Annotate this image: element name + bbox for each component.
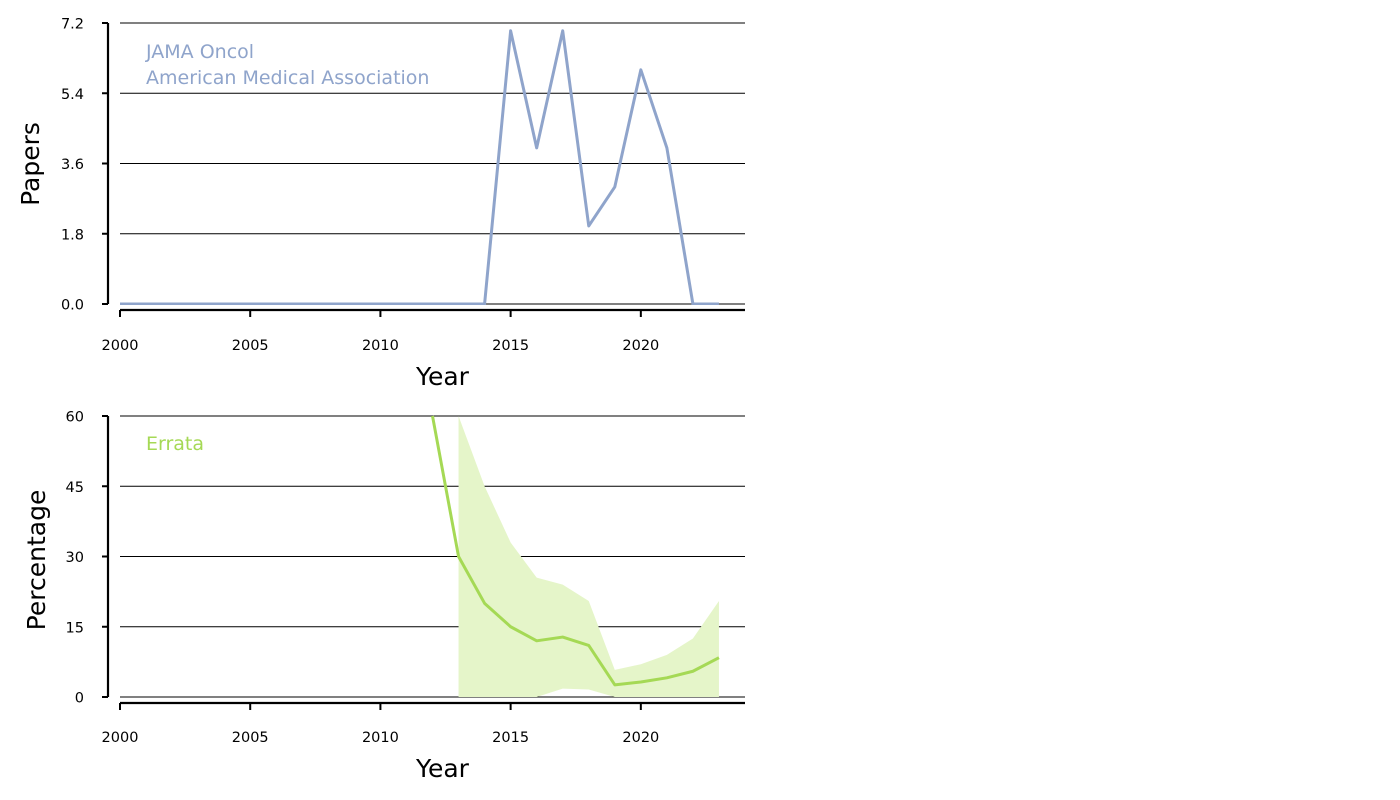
x-tick-label: 2005 (232, 338, 269, 354)
x-tick-label: 2020 (622, 730, 659, 746)
y-tick-label: 1.8 (61, 227, 84, 243)
x-axis-label: Year (415, 754, 470, 783)
y-tick-label: 0.0 (61, 298, 84, 314)
y-tick-label: 15 (66, 620, 84, 636)
confidence-band (458, 416, 719, 697)
x-tick-label: 2010 (362, 338, 399, 354)
x-tick-label: 2015 (492, 730, 529, 746)
errata-panel: 0 15 30 45 60 2000 2005 2010 2015 2020 Year Percent… (22, 410, 745, 783)
annotation-text: Errata (146, 433, 204, 455)
x-tick-label: 2015 (492, 338, 529, 354)
papers-panel: 0.0 1.8 3.6 5.4 7.2 2000 2005 2010 2015 2020 Year P… (16, 17, 745, 391)
x-axis-label: Year (415, 362, 470, 391)
y-axis-label: Percentage (22, 490, 51, 631)
y-tick-label: 7.2 (61, 17, 84, 33)
y-tick-label: 45 (66, 480, 84, 496)
series-line (431, 415, 720, 687)
y-tick-label: 30 (66, 550, 84, 566)
y-tick-label: 5.4 (61, 87, 84, 103)
x-tick-label: 2020 (622, 338, 659, 354)
annotation-text: JAMA Oncol (145, 41, 254, 63)
y-axis-label: Papers (16, 122, 45, 206)
series-line (120, 29, 719, 305)
x-tick-label: 2005 (232, 730, 269, 746)
annotation-text: American Medical Association (146, 67, 429, 89)
x-tick-label: 2010 (362, 730, 399, 746)
x-tick-label: 2000 (102, 338, 139, 354)
x-tick-label: 2000 (102, 730, 139, 746)
y-tick-label: 3.6 (61, 157, 84, 173)
y-tick-label: 60 (66, 410, 84, 426)
y-tick-label: 0 (75, 691, 84, 707)
